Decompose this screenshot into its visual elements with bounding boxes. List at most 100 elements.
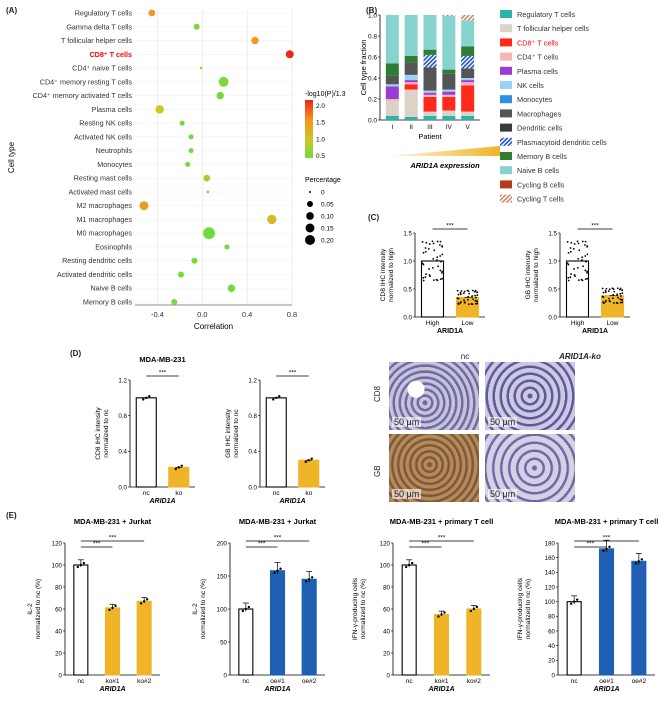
legend-entry: T follicular helper cells (517, 24, 589, 33)
stacked-bar-segment (423, 111, 437, 116)
data-point (586, 271, 588, 274)
data-point (621, 289, 624, 291)
stacked-bar-segment (461, 80, 475, 83)
data-point (436, 240, 439, 243)
x-tick-label: nc (77, 678, 85, 685)
legend-swatch (500, 10, 512, 18)
bubble-point (171, 299, 178, 305)
stacked-bar-segment (461, 115, 475, 120)
data-point (111, 606, 114, 610)
stacked-bar-segment (404, 55, 418, 63)
data-point (425, 241, 428, 244)
y-tick-label: 120 (545, 584, 556, 591)
data-point (427, 248, 430, 250)
data-point (586, 253, 589, 256)
data-point (601, 295, 604, 298)
scale-bar-label: 50 μm (488, 417, 518, 427)
legend-swatch (500, 194, 512, 203)
data-point (621, 298, 623, 301)
y-tick-label: 0.0 (548, 314, 557, 321)
y-tick-label: Activated mast cells (68, 187, 132, 196)
data-point (612, 302, 615, 304)
bubble-point (203, 227, 215, 240)
x-tick-label: oe#1 (270, 678, 285, 685)
y-tick-label: 120 (52, 540, 63, 547)
data-point (640, 558, 644, 561)
y-tick-label: 1.5 (403, 230, 412, 237)
x-axis-label: ARID1A (278, 498, 305, 505)
stacked-bar-segment (442, 94, 456, 97)
data-point (612, 294, 615, 296)
stacked-bar-segment (385, 86, 399, 99)
data-point (577, 242, 580, 245)
x-axis-label: ARID1A (263, 686, 290, 693)
size-legend-dot (309, 191, 311, 193)
data-point (79, 563, 83, 567)
data-point (619, 298, 622, 301)
data-point (425, 273, 427, 276)
data-point (474, 289, 477, 292)
y-axis-label: IL-2 (192, 603, 199, 615)
stacked-bar-segment (423, 49, 437, 55)
data-point (459, 302, 462, 304)
legend-swatch (500, 81, 512, 89)
data-point (456, 297, 459, 300)
y-axis-label: Cell type (7, 141, 16, 173)
data-point (422, 251, 425, 254)
y-tick-label: 0.8 (248, 413, 257, 420)
chart-title: MDA-MB-231 (139, 355, 185, 364)
significance-label: *** (159, 370, 167, 377)
y-tick-label: 0 (224, 672, 228, 679)
stacked-bar-segment (461, 20, 475, 47)
y-tick-label: 150 (217, 573, 228, 580)
bubble-point (155, 105, 164, 114)
stacked-bar-segment (385, 101, 399, 116)
data-point (476, 291, 479, 294)
data-point (584, 240, 587, 243)
size-legend-tick: 0.05 (321, 202, 334, 209)
bar (104, 607, 121, 676)
significance-label: *** (446, 223, 454, 230)
x-tick-label: ko (175, 490, 182, 497)
data-point (608, 288, 611, 291)
data-point (460, 290, 463, 292)
y-axis-label: CD8 IHC intensity (95, 407, 102, 460)
scale-bar-label: 50 μm (392, 417, 422, 427)
data-point (619, 301, 622, 304)
stacked-bar-segment (442, 115, 456, 120)
data-point (431, 240, 434, 243)
y-axis-label: CD8 IHC intensity (380, 248, 387, 301)
legend-swatch (500, 38, 512, 47)
y-tick-label: 0 (387, 672, 391, 679)
x-tick-label: I (391, 124, 393, 131)
legend-entry: Regulatory T cells (517, 10, 575, 19)
data-point (584, 269, 587, 272)
y-tick-label: 160 (545, 555, 556, 562)
y-axis-label: normalized to nc (%) (200, 579, 207, 639)
significance-label: *** (591, 223, 599, 230)
data-point (424, 276, 427, 279)
data-point (586, 277, 589, 280)
bar-chart-e1: MDA-MB-231 + Jurkat 0 20 40 60 80 100 120 nc ko#1… (27, 517, 160, 693)
gradient-label: ARID1A expression (409, 161, 480, 170)
size-legend-tick: 0.20 (321, 238, 334, 245)
legend-swatch (500, 137, 512, 146)
y-tick-label: Eosinophils (95, 242, 132, 251)
data-point (613, 290, 616, 293)
x-tick-label: oe#2 (302, 678, 317, 685)
legend-swatch (500, 152, 512, 160)
data-point (567, 279, 570, 282)
data-point (441, 271, 443, 274)
bar-chart-e3: MDA-MB-231 + primary T cell 0 20 40 60 80 100 1… (352, 517, 493, 693)
x-axis-label: Correlation (194, 322, 233, 331)
y-tick-label: 140 (545, 570, 556, 577)
data-point (462, 292, 465, 295)
chart-title: MDA-MB-231 + Jurkat (239, 517, 317, 526)
y-tick-label: CD4⁺ memory activated T cells (33, 91, 133, 100)
panel-label-b: (B) (366, 6, 378, 15)
data-point (472, 298, 474, 301)
legend-entry: Macrophages (517, 109, 562, 118)
data-point (424, 250, 427, 253)
bubble-point (267, 214, 277, 225)
legend-entry: Naive B cells (517, 166, 560, 175)
